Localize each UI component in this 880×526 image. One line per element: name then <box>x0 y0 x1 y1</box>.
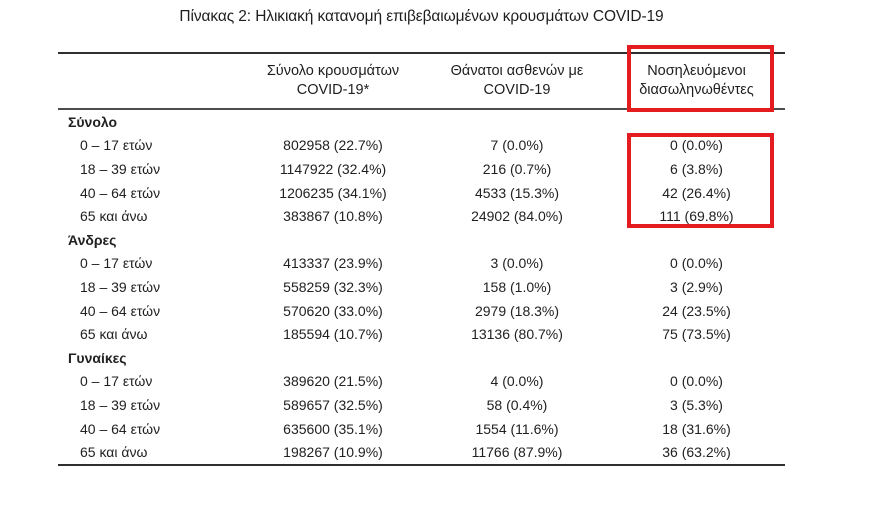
table-row: 18 – 39 ετών 589657 (32.5%) 58 (0.4%) 3 … <box>58 393 785 417</box>
cases-cell: 802958 (22.7%) <box>283 137 383 154</box>
cases-cell: 558259 (32.3%) <box>283 278 383 295</box>
table-row: 40 – 64 ετών 635600 (35.1%) 1554 (11.6%)… <box>58 417 785 441</box>
cases-cell: 1206235 (34.1%) <box>279 184 387 201</box>
age-label: 40 – 64 ετών <box>80 420 161 437</box>
intubated-cell: 42 (26.4%) <box>662 184 731 201</box>
deaths-cell: 3 (0.0%) <box>490 255 544 272</box>
intubated-cell: 111 (69.8%) <box>659 208 734 225</box>
deaths-cell: 11766 (87.9%) <box>471 444 563 461</box>
table-row: 0 – 17 ετών 802958 (22.7%) 7 (0.0%) 0 (0… <box>58 134 785 158</box>
cases-cell: 198267 (10.9%) <box>283 444 383 461</box>
cases-cell: 389620 (21.5%) <box>283 373 383 390</box>
table-row: 65 και άνω 198267 (10.9%) 11766 (87.9%) … <box>58 440 785 464</box>
section-header-row: Γυναίκες <box>58 346 785 370</box>
cases-cell: 570620 (33.0%) <box>283 302 383 319</box>
header-deaths: Θάνατοι ασθενών με COVID-19 <box>450 63 584 98</box>
cases-cell: 413337 (23.9%) <box>283 255 383 272</box>
cases-cell: 185594 (10.7%) <box>283 326 383 343</box>
section-label: Γυναίκες <box>68 349 127 366</box>
table-title: Πίνακας 2: Ηλικιακή κατανομή επιβεβαιωμέ… <box>179 8 664 25</box>
cases-cell: 589657 (32.5%) <box>283 396 383 413</box>
deaths-cell: 24902 (84.0%) <box>471 208 563 225</box>
age-label: 65 και άνω <box>80 326 148 343</box>
age-label: 65 και άνω <box>80 208 148 225</box>
cases-cell: 1147922 (32.4%) <box>279 160 387 177</box>
table-row: 65 και άνω 185594 (10.7%) 13136 (80.7%) … <box>58 322 785 346</box>
deaths-cell: 13136 (80.7%) <box>471 326 563 343</box>
age-label: 0 – 17 ετών <box>80 137 153 154</box>
deaths-cell: 4533 (15.3%) <box>474 184 560 201</box>
age-label: 40 – 64 ετών <box>80 184 161 201</box>
table-row: 40 – 64 ετών 570620 (33.0%) 2979 (18.3%)… <box>58 299 785 323</box>
age-label: 18 – 39 ετών <box>80 160 161 177</box>
intubated-cell: 6 (3.8%) <box>670 160 723 177</box>
section-header-row: Σύνολο <box>58 110 785 134</box>
intubated-cell: 0 (0.0%) <box>670 255 723 272</box>
table-body: Σύνολο 0 – 17 ετών 802958 (22.7%) 7 (0.0… <box>58 110 785 466</box>
table-row: 18 – 39 ετών 558259 (32.3%) 158 (1.0%) 3… <box>58 275 785 299</box>
intubated-cell: 3 (2.9%) <box>670 278 723 295</box>
section-label: Σύνολο <box>68 113 118 130</box>
deaths-cell: 2979 (18.3%) <box>474 302 560 319</box>
deaths-cell: 158 (1.0%) <box>482 278 552 295</box>
cases-cell: 635600 (35.1%) <box>283 420 383 437</box>
deaths-cell: 7 (0.0%) <box>490 137 544 154</box>
intubated-cell: 0 (0.0%) <box>670 373 723 390</box>
cases-cell: 383867 (10.8%) <box>283 208 383 225</box>
intubated-cell: 24 (23.5%) <box>662 302 731 319</box>
intubated-cell: 0 (0.0%) <box>670 137 723 154</box>
age-label: 0 – 17 ετών <box>80 373 153 390</box>
section-label: Άνδρες <box>68 231 117 248</box>
deaths-cell: 58 (0.4%) <box>486 396 548 413</box>
deaths-cell: 1554 (11.6%) <box>475 420 559 437</box>
section-header-row: Άνδρες <box>58 228 785 252</box>
table-row: 65 και άνω 383867 (10.8%) 24902 (84.0%) … <box>58 204 785 228</box>
age-label: 0 – 17 ετών <box>80 255 153 272</box>
age-label: 18 – 39 ετών <box>80 396 161 413</box>
age-label: 65 και άνω <box>80 444 148 461</box>
header-total-cases: Σύνολο κρουσμάτων COVID-19* <box>266 63 400 98</box>
covid-age-distribution-table: Σύνολο κρουσμάτων COVID-19* Θάνατοι ασθε… <box>58 52 785 466</box>
intubated-cell: 75 (73.5%) <box>662 326 731 343</box>
intubated-cell: 18 (31.6%) <box>662 420 731 437</box>
age-label: 40 – 64 ετών <box>80 302 161 319</box>
deaths-cell: 4 (0.0%) <box>490 373 544 390</box>
intubated-cell: 36 (63.2%) <box>662 444 731 461</box>
table-row: 0 – 17 ετών 389620 (21.5%) 4 (0.0%) 0 (0… <box>58 370 785 394</box>
deaths-cell: 216 (0.7%) <box>482 160 552 177</box>
table-row: 18 – 39 ετών 1147922 (32.4%) 216 (0.7%) … <box>58 157 785 181</box>
table-row: 0 – 17 ετών 413337 (23.9%) 3 (0.0%) 0 (0… <box>58 252 785 276</box>
age-label: 18 – 39 ετών <box>80 278 161 295</box>
header-intubated: Νοσηλευόμενοι διασωληνωθέντες <box>639 63 754 98</box>
table-header-row: Σύνολο κρουσμάτων COVID-19* Θάνατοι ασθε… <box>58 54 785 110</box>
table-row: 40 – 64 ετών 1206235 (34.1%) 4533 (15.3%… <box>58 181 785 205</box>
intubated-cell: 3 (5.3%) <box>670 396 723 413</box>
